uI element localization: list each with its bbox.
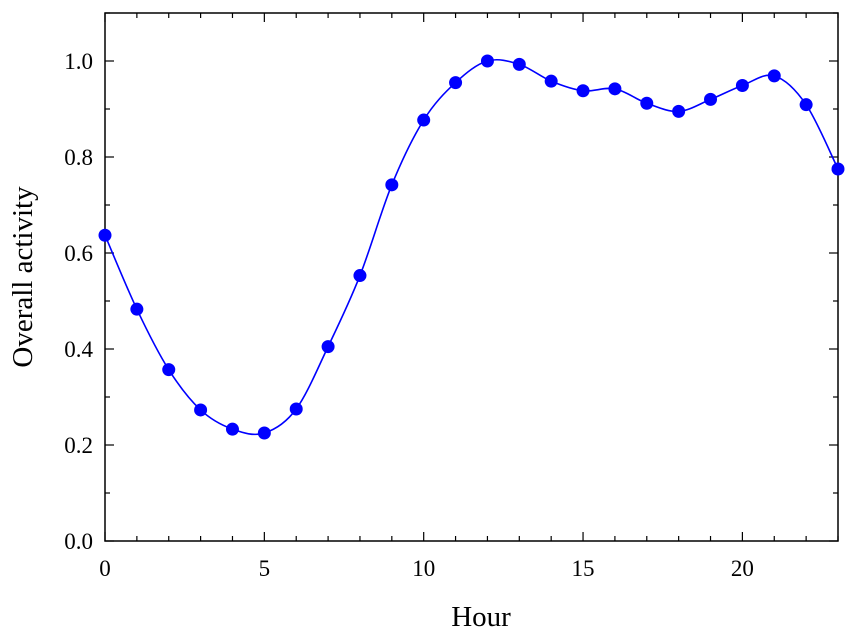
x-tick-labels: 0 5 10 15 20 [99, 556, 754, 581]
y-tick-label: 0.8 [64, 145, 93, 170]
y-tick-label: 0.4 [64, 337, 93, 362]
y-tick-label: 1.0 [64, 49, 93, 74]
data-point [735, 78, 749, 92]
x-axis-title: Hour [451, 601, 511, 633]
data-point [385, 178, 399, 192]
data-point [194, 403, 208, 417]
data-point [640, 96, 654, 110]
x-tick-label: 10 [412, 556, 435, 581]
ticks-layer [104, 12, 839, 542]
y-axis-title: Overall activity [7, 186, 39, 368]
data-point [704, 92, 718, 106]
x-tick-label: 0 [99, 556, 111, 581]
data-points [98, 54, 845, 440]
data-point [257, 426, 271, 440]
data-point [576, 84, 590, 98]
x-tick-label: 5 [259, 556, 271, 581]
data-point [353, 269, 367, 283]
plot-frame [104, 12, 839, 542]
data-point [831, 162, 845, 176]
data-point [767, 69, 781, 83]
y-tick-label: 0.0 [64, 529, 93, 554]
x-tick-label: 15 [572, 556, 595, 581]
series-line [104, 58, 839, 436]
y-tick-label: 0.2 [64, 433, 93, 458]
data-point [225, 422, 239, 436]
data-point [417, 113, 431, 127]
data-point [162, 363, 176, 377]
data-point [480, 54, 494, 68]
data-point [321, 340, 335, 354]
data-point [512, 57, 526, 71]
x-tick-label: 20 [731, 556, 754, 581]
data-point [98, 228, 112, 242]
data-point [799, 98, 813, 112]
data-point [544, 74, 558, 88]
y-tick-labels: 0.0 0.2 0.4 0.6 0.8 1.0 [64, 49, 93, 554]
data-point [289, 402, 303, 416]
y-tick-label: 0.6 [64, 241, 93, 266]
data-point [130, 302, 144, 316]
data-point [672, 104, 686, 118]
data-point [449, 76, 463, 90]
data-point [608, 82, 622, 96]
